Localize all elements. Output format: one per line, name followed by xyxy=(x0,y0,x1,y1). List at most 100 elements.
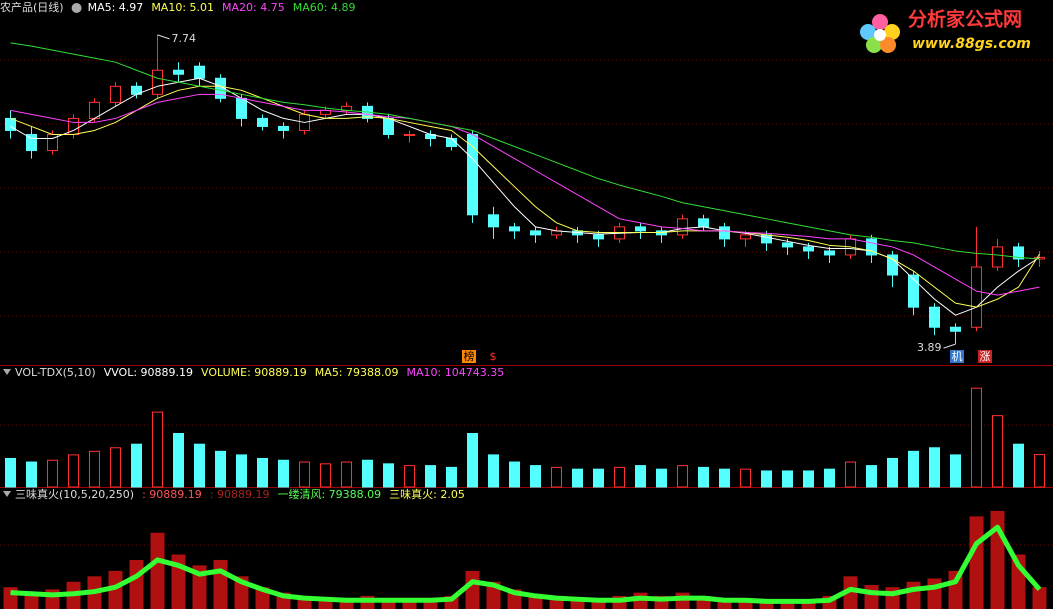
indicator-line xyxy=(10,85,1040,308)
event-label: $ xyxy=(490,350,497,363)
volume-bar xyxy=(320,463,331,488)
indicator-bar xyxy=(864,585,879,609)
volume-bar xyxy=(131,443,142,488)
indicator-bar xyxy=(780,600,795,609)
candle-body xyxy=(173,69,184,75)
candle-body xyxy=(698,218,709,228)
indicator-bar xyxy=(549,598,564,609)
indicator-bar xyxy=(24,592,39,609)
volume-bar xyxy=(47,459,58,488)
candle-body xyxy=(26,133,37,152)
candle-body xyxy=(635,226,646,232)
indicator-bar xyxy=(801,600,816,609)
volume-bar xyxy=(404,465,415,488)
logo-petal xyxy=(866,37,882,53)
candle-body xyxy=(719,226,730,240)
candle-body xyxy=(593,234,604,240)
candle-body xyxy=(908,274,919,308)
indicator-bar xyxy=(213,559,228,609)
candle-body xyxy=(404,133,415,136)
candle-body xyxy=(929,306,940,328)
candle-body xyxy=(950,326,961,332)
candle-body xyxy=(509,226,520,232)
candle-body xyxy=(1013,246,1024,260)
logo-text: 分析家公式网 xyxy=(908,8,1022,31)
candle-body xyxy=(278,125,289,131)
logo-petal xyxy=(860,24,876,40)
volume-bar xyxy=(635,465,646,488)
indicator-bar xyxy=(591,598,606,609)
volume-bar xyxy=(782,470,793,488)
volume-bar xyxy=(740,468,751,488)
volume-bar xyxy=(656,468,667,488)
volume-bar xyxy=(971,387,982,488)
event-label: 涨 xyxy=(980,350,991,363)
volume-bar xyxy=(362,459,373,488)
volume-bar xyxy=(278,459,289,488)
candle-body xyxy=(236,97,247,119)
indicator-bar xyxy=(843,576,858,609)
panel-title: 农产品(日线) xyxy=(0,0,64,14)
collapse-icon xyxy=(3,491,11,497)
indicator-bar xyxy=(192,565,207,609)
event-marker xyxy=(978,350,992,363)
volume-bar xyxy=(845,461,856,488)
candle-body xyxy=(824,250,835,256)
volume-bar xyxy=(887,457,898,488)
indicator-line xyxy=(10,524,1042,604)
indicator-bar xyxy=(129,559,144,609)
volume-bar xyxy=(89,450,100,488)
candle-body xyxy=(257,117,268,127)
indicator-bar xyxy=(381,598,396,609)
volume-bar xyxy=(1013,443,1024,488)
event-marker xyxy=(950,350,964,363)
indicator-bar xyxy=(1032,587,1047,609)
volume-bar xyxy=(719,468,730,488)
indicator-bar xyxy=(423,598,438,609)
candle-body xyxy=(971,266,982,328)
indicator-bar xyxy=(759,600,774,609)
candle-body xyxy=(215,77,226,99)
volume-bar xyxy=(467,433,478,488)
volume-bar xyxy=(299,461,310,488)
indicator-bar xyxy=(528,595,543,609)
legend-label: MA10: 5.01 xyxy=(151,1,214,14)
volume-bar xyxy=(446,466,457,488)
indicator-bar xyxy=(717,598,732,609)
volume-bar xyxy=(236,454,247,488)
volume-bar xyxy=(425,465,436,488)
high-label: 7.74 xyxy=(172,32,197,45)
volume-bar xyxy=(698,466,709,488)
volume-bar xyxy=(173,433,184,488)
candle-body xyxy=(866,238,877,256)
panel-title: 三味真火(10,5,20,250) xyxy=(15,487,134,501)
legend-label: 一缕清风: 79388.09 xyxy=(277,488,381,501)
logo-petal xyxy=(872,14,888,30)
legend-label: VOLUME: 90889.19 xyxy=(201,366,307,379)
indicator-line xyxy=(10,42,1040,260)
candle-body xyxy=(761,234,772,244)
volume-bar xyxy=(572,468,583,488)
event-label: 机 xyxy=(952,349,963,363)
legend-label: 三味真火: 2.05 xyxy=(389,487,465,501)
volume-bar xyxy=(677,465,688,488)
candle-body xyxy=(530,230,541,236)
candle-body xyxy=(677,218,688,236)
volume-bar xyxy=(509,461,520,488)
legend-label: : 90889.19 xyxy=(210,488,270,501)
indicator-bar xyxy=(318,598,333,609)
volume-bar xyxy=(803,470,814,488)
indicator-bar xyxy=(402,598,417,609)
volume-bar xyxy=(761,470,772,488)
legend-label: MA10: 104743.35 xyxy=(407,366,505,379)
arrow xyxy=(943,343,956,349)
volume-bar xyxy=(215,450,226,488)
volume-bar xyxy=(1034,454,1045,488)
volume-bar xyxy=(866,465,877,488)
collapse-icon xyxy=(3,369,11,375)
volume-bar xyxy=(824,468,835,488)
logo-petal xyxy=(880,37,896,53)
volume-bar xyxy=(110,447,121,488)
